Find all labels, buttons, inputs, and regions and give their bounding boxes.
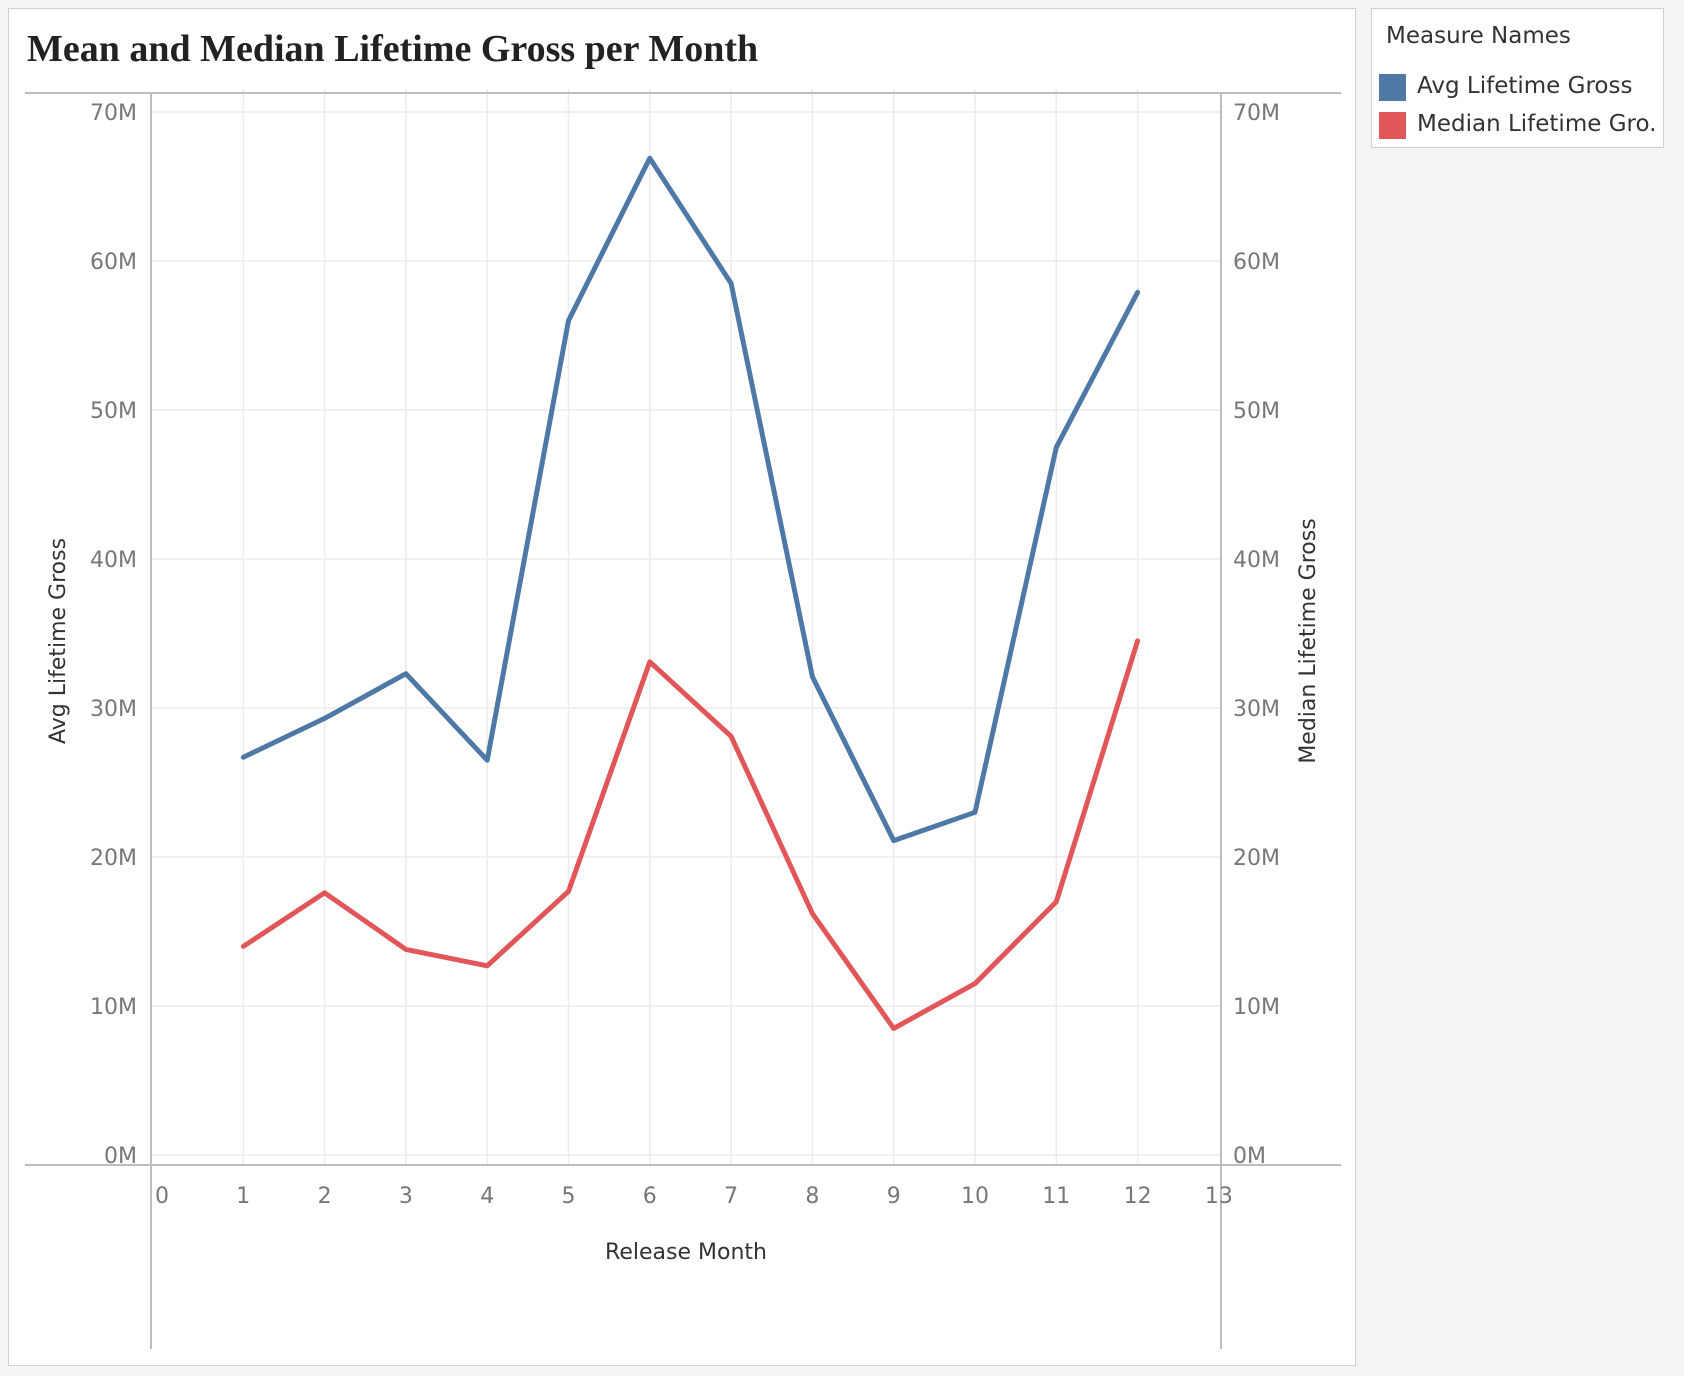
y-tick-label-left: 60M	[90, 250, 137, 275]
x-tick-label: 2	[318, 1184, 332, 1209]
y-tick-label-left: 20M	[90, 846, 137, 871]
y-tick-label-right: 0M	[1233, 1144, 1266, 1169]
x-tick-label: 3	[399, 1184, 413, 1209]
y-tick-label-left: 70M	[90, 101, 137, 126]
line-chart: 0M10M20M30M40M50M60M70M0M10M20M30M40M50M…	[25, 89, 1341, 1349]
x-tick-label: 12	[1124, 1184, 1152, 1209]
chart-panel: Mean and Median Lifetime Gross per Month…	[8, 8, 1356, 1366]
x-axis-title: Release Month	[605, 1240, 767, 1265]
y-tick-label-right: 50M	[1233, 399, 1280, 424]
legend-swatch-median	[1379, 112, 1406, 139]
x-tick-label: 4	[480, 1184, 494, 1209]
legend-panel: Measure Names Avg Lifetime Gross Median …	[1371, 8, 1664, 148]
y-tick-label-right: 70M	[1233, 101, 1280, 126]
series-line-median[interactable]	[240, 638, 1141, 1031]
y-tick-label-left: 50M	[90, 399, 137, 424]
legend-item-avg-lifetime-gross[interactable]: Avg Lifetime Gross	[1379, 73, 1659, 103]
y-axis-title-left: Avg Lifetime Gross	[46, 538, 71, 744]
x-tick-label: 9	[887, 1184, 901, 1209]
y-tick-label-left: 0M	[104, 1144, 137, 1169]
x-tick-label: 6	[643, 1184, 657, 1209]
x-tick-label: 5	[562, 1184, 576, 1209]
y-tick-label-left: 30M	[90, 697, 137, 722]
legend-swatch-avg	[1379, 74, 1406, 101]
legend-label-avg: Avg Lifetime Gross	[1417, 73, 1633, 99]
y-tick-label-right: 30M	[1233, 697, 1280, 722]
y-tick-label-right: 10M	[1233, 995, 1280, 1020]
x-tick-label: 13	[1205, 1184, 1233, 1209]
legend-label-median: Median Lifetime Gro..	[1417, 111, 1657, 137]
y-axis-title-right: Median Lifetime Gross	[1296, 518, 1321, 763]
x-tick-label: 1	[236, 1184, 250, 1209]
x-tick-label: 0	[155, 1184, 169, 1209]
x-tick-label: 7	[724, 1184, 738, 1209]
chart-title: Mean and Median Lifetime Gross per Month	[27, 28, 759, 70]
y-tick-label-left: 40M	[90, 548, 137, 573]
x-tick-label: 8	[805, 1184, 819, 1209]
y-tick-label-left: 10M	[90, 995, 137, 1020]
y-tick-label-right: 60M	[1233, 250, 1280, 275]
y-tick-label-right: 20M	[1233, 846, 1280, 871]
x-tick-label: 10	[961, 1184, 989, 1209]
series-line-avg[interactable]	[240, 155, 1141, 844]
legend-title: Measure Names	[1386, 23, 1571, 49]
legend-item-median-lifetime-gross[interactable]: Median Lifetime Gro..	[1379, 111, 1659, 141]
y-tick-label-right: 40M	[1233, 548, 1280, 573]
x-tick-label: 11	[1042, 1184, 1070, 1209]
